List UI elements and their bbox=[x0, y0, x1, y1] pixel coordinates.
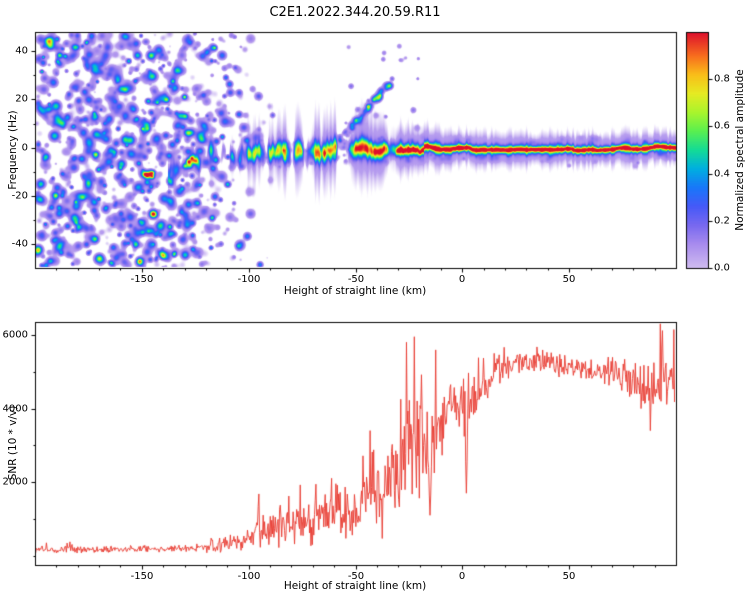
spectrogram-x-tick-label: -150 bbox=[130, 274, 154, 285]
colorbar-tick-label: 0.2 bbox=[714, 215, 730, 227]
snr-y-tick-label: 6000 bbox=[2, 329, 28, 341]
spectrogram-x-tick-label: -100 bbox=[237, 274, 261, 285]
snr-x-tick-label: 50 bbox=[562, 571, 576, 582]
colorbar-tick-label: 0.4 bbox=[714, 168, 730, 180]
spectrogram-x-tick-label: 0 bbox=[458, 274, 466, 285]
spectrogram-x-tick-label: 50 bbox=[562, 274, 576, 285]
colorbar-tick-label: 0.0 bbox=[714, 262, 730, 274]
spectrogram-yaxis-label: Frequency (Hz) bbox=[7, 110, 19, 190]
snr-x-tick-label: -150 bbox=[130, 571, 154, 582]
spectrogram-y-tick-label: 0 bbox=[21, 142, 28, 154]
figure-title: C2E1.2022.344.20.59.R11 bbox=[269, 5, 441, 20]
spectrogram-y-tick-label: -20 bbox=[11, 190, 28, 202]
spectrogram-y-tick-label: 20 bbox=[15, 93, 28, 105]
snr-yaxis-label: SNR (10 * v/v) bbox=[7, 405, 19, 481]
colorbar-label: Normalized spectral amplitude bbox=[734, 69, 746, 231]
colorbar-tick-label: 0.6 bbox=[714, 120, 730, 132]
spectrogram-x-tick-label: -50 bbox=[347, 274, 365, 285]
spectrogram-y-tick-label: -40 bbox=[11, 238, 28, 250]
spectrogram-xaxis-label: Height of straight line (km) bbox=[283, 285, 427, 297]
snr-y-tick-label: 4000 bbox=[2, 403, 28, 415]
snr-x-tick-label: -100 bbox=[237, 571, 261, 582]
snr-y-tick-label: 2000 bbox=[2, 476, 28, 488]
snr-xaxis-label: Height of straight line (km) bbox=[283, 580, 427, 592]
snr-x-tick-label: -50 bbox=[347, 571, 365, 582]
spectrogram-y-tick-label: 40 bbox=[15, 45, 28, 57]
snr-x-tick-label: 0 bbox=[458, 571, 466, 582]
colorbar-tick-label: 0.8 bbox=[714, 73, 730, 85]
